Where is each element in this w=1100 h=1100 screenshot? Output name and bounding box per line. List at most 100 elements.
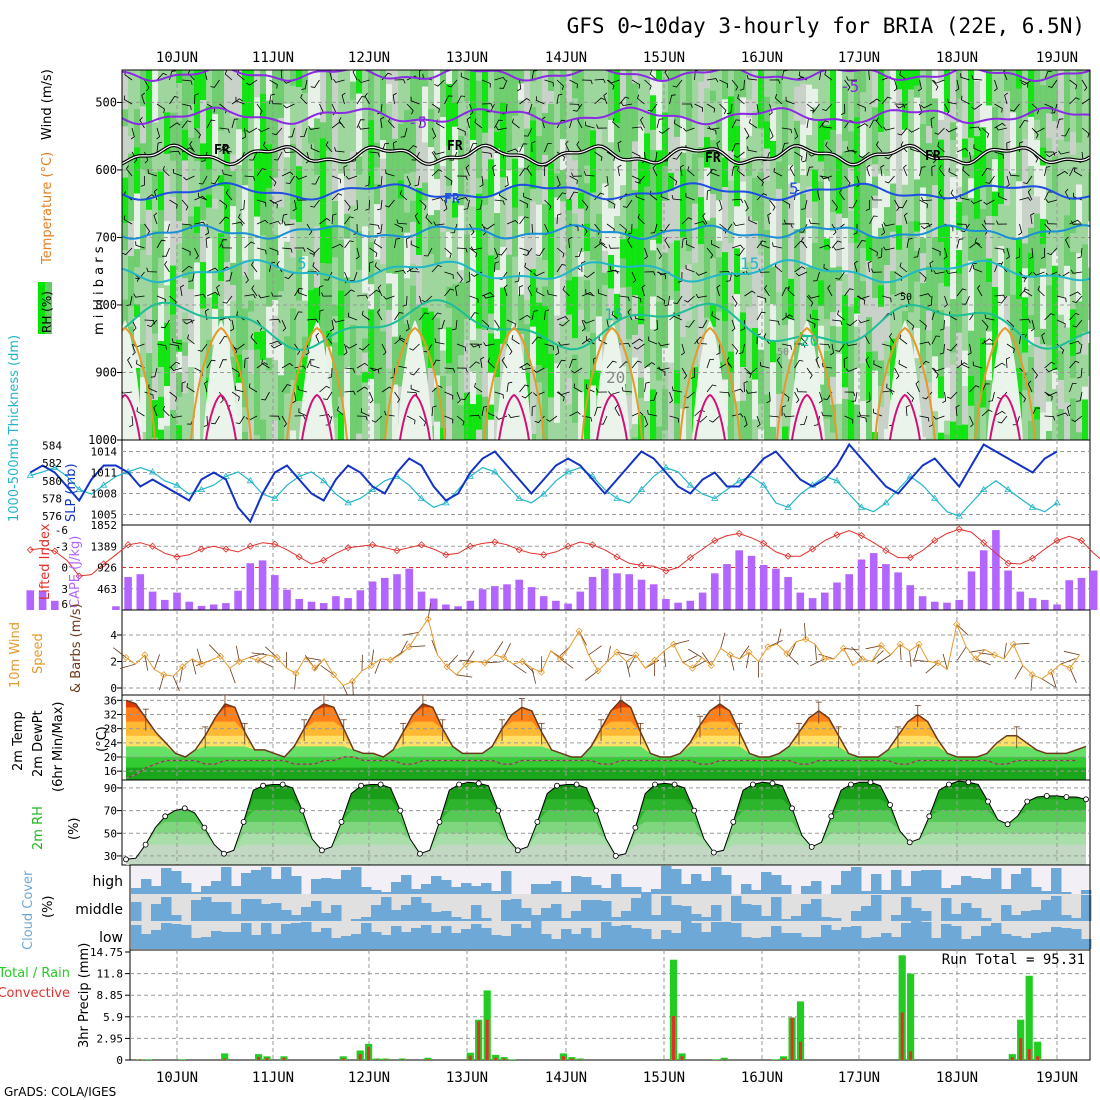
isotherm-30 (791, 393, 823, 440)
rh-cell (1040, 165, 1047, 219)
wind-barb (394, 391, 401, 403)
rh-cell (950, 122, 957, 141)
rh-cell (242, 165, 249, 186)
cloud-cell (721, 922, 732, 949)
rh-cell (230, 356, 237, 391)
rh-cell (968, 155, 975, 179)
rh-cell (506, 151, 513, 170)
cape-bar (234, 590, 242, 610)
wind-barb (568, 236, 573, 249)
rh-cell (470, 153, 477, 207)
rh-cell (452, 409, 459, 429)
rh-cell (440, 166, 447, 232)
rh-cell (434, 178, 441, 211)
rh-cell (1028, 84, 1035, 117)
wind10m-marker (1066, 664, 1074, 672)
precip-conv-bar (265, 1057, 269, 1060)
wind-barb (383, 295, 395, 300)
li-marker (760, 539, 768, 547)
rh-cell (500, 177, 507, 247)
wind-barb (519, 362, 531, 369)
rh-cell (308, 269, 315, 291)
cloud-cell (291, 915, 302, 921)
rh-cell (326, 330, 333, 347)
thickness-marker (271, 494, 279, 501)
wind-barb (483, 223, 495, 230)
wind-barb (231, 98, 243, 105)
rh-cell (134, 109, 141, 148)
cloud-cell (491, 891, 502, 894)
rh-cell (212, 208, 219, 247)
wind-barb (506, 343, 513, 356)
wind10m-marker (518, 657, 527, 666)
temp2m-lines (125, 695, 1087, 779)
rh-cell (248, 373, 255, 421)
wind-barb (341, 92, 346, 105)
rh2m-marker (416, 850, 423, 857)
wind-barb (994, 410, 1006, 417)
rh-cell (878, 285, 885, 307)
rh-cell (764, 121, 771, 149)
cloud-cell (641, 892, 652, 894)
wind-barb (524, 262, 533, 273)
precip-grid (130, 950, 1090, 1060)
wind-barb (597, 289, 608, 297)
precip-total-bar (1034, 1041, 1042, 1060)
rh-cell (518, 70, 525, 84)
cloud-cell (211, 881, 222, 894)
rh-cell (968, 198, 975, 261)
wind-barb (996, 220, 1008, 225)
wind-barb (569, 103, 581, 109)
cloud-cell (361, 923, 372, 949)
cape-bar (601, 568, 609, 610)
rh-cell (698, 244, 705, 303)
rh-cell (146, 307, 153, 354)
rh-cell (866, 399, 873, 440)
cape-bar (735, 550, 743, 610)
cloud-cell (661, 930, 672, 949)
rh-cell (350, 205, 357, 273)
cloud-cell (231, 886, 242, 894)
rh-cell (680, 396, 687, 409)
wind-barb (961, 95, 970, 105)
wind-barb (123, 215, 133, 225)
precip-tick: 8.85 (97, 989, 124, 1002)
rh-cell (752, 379, 759, 420)
rh-cell (452, 200, 459, 218)
wind-barb (231, 221, 244, 226)
wind-barb (785, 312, 795, 321)
wind-barb (181, 265, 193, 273)
top-date-axis: 10JUN 11JUN 12JUN 13JUN 14JUN 15JUN 16JUN 17JUN… (156, 50, 1078, 66)
thickness-marker (319, 477, 328, 484)
wind-barb (899, 262, 908, 273)
wind-barb (181, 120, 192, 129)
rh-cell (662, 362, 669, 390)
wind10m-barb (446, 654, 459, 668)
cloud-cell (941, 898, 952, 921)
rh-cell (422, 182, 429, 201)
rh-cell (734, 206, 741, 230)
cloud-cell (761, 872, 772, 894)
wind-barb (837, 310, 845, 321)
isotherm-25 (581, 326, 643, 440)
wind-barb (135, 241, 145, 249)
cloud-cell (921, 870, 932, 894)
rh-cell (170, 112, 177, 161)
wind10m-marker (179, 663, 187, 671)
cloud-cell (751, 890, 762, 894)
rh-cell (386, 103, 393, 120)
rh-cell (434, 404, 441, 422)
wind-barb (631, 79, 641, 89)
rh-cell (566, 378, 573, 405)
wind-barb (955, 79, 960, 92)
wind-barb (898, 359, 908, 369)
date-label-top: 12JUN (348, 50, 390, 66)
rh-cell (626, 286, 633, 340)
wind-barb (893, 79, 898, 92)
wind-barb (281, 415, 287, 428)
wind-barb (627, 308, 633, 321)
date-label-bottom: 10JUN (156, 1070, 198, 1086)
rh-cell (818, 280, 825, 307)
wind-barb (806, 103, 815, 114)
precip-total-bar (898, 955, 906, 1060)
